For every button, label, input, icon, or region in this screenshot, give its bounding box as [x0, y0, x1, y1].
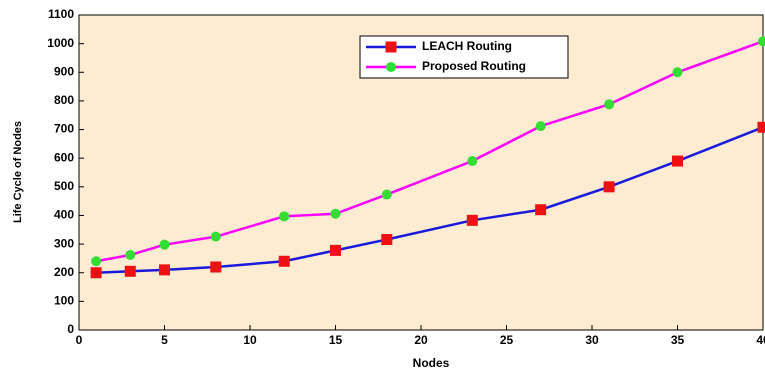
y-tick-label: 700 — [54, 122, 74, 136]
y-tick-label: 1000 — [47, 36, 74, 50]
data-point — [757, 121, 765, 133]
legend-label: LEACH Routing — [422, 39, 512, 53]
data-point — [603, 181, 615, 193]
x-tick-label: 0 — [76, 333, 83, 347]
y-tick-label: 300 — [54, 236, 74, 250]
y-tick-label: 400 — [54, 208, 74, 222]
y-tick-label: 200 — [54, 265, 74, 279]
data-point — [381, 189, 392, 200]
data-point — [672, 155, 683, 167]
data-point — [159, 264, 170, 276]
x-tick-label: 20 — [414, 333, 428, 347]
data-point — [91, 256, 102, 267]
y-tick-label: 1100 — [48, 7, 74, 21]
data-point — [279, 211, 290, 222]
y-axis-label: Life Cycle of Nodes — [12, 121, 24, 223]
y-tick-label: 100 — [54, 294, 74, 308]
data-point — [124, 265, 136, 277]
data-point — [381, 234, 393, 246]
legend-marker — [386, 62, 396, 72]
data-point — [466, 214, 478, 226]
data-point — [125, 249, 136, 260]
data-point — [758, 36, 765, 47]
x-tick-label: 25 — [500, 333, 514, 347]
series-line — [96, 126, 764, 274]
data-point — [210, 261, 222, 273]
x-tick-label: 15 — [329, 333, 343, 347]
x-tick-label: 5 — [161, 333, 168, 347]
data-point — [535, 204, 547, 216]
data-point — [278, 255, 290, 267]
legend-marker — [385, 41, 397, 53]
legend-label: Proposed Routing — [422, 59, 526, 73]
data-point — [672, 67, 683, 78]
data-point — [604, 99, 615, 110]
y-tick-label: 800 — [54, 93, 74, 107]
y-tick-label: 0 — [67, 322, 74, 336]
data-point — [159, 239, 170, 250]
series-line — [95, 40, 764, 263]
data-point — [467, 156, 478, 167]
data-point — [90, 267, 102, 279]
data-point — [535, 121, 546, 132]
y-tick-label: 900 — [54, 64, 74, 78]
data-point — [330, 208, 341, 219]
y-tick-label: 500 — [54, 179, 74, 193]
data-point — [210, 231, 221, 242]
x-tick-label: 40 — [756, 333, 765, 347]
x-tick-label: 35 — [671, 333, 685, 347]
x-tick-label: 10 — [243, 333, 257, 347]
data-point — [330, 244, 341, 256]
x-tick-label: 30 — [585, 333, 599, 347]
x-axis-label: Nodes — [413, 356, 450, 370]
y-tick-label: 600 — [54, 150, 74, 164]
